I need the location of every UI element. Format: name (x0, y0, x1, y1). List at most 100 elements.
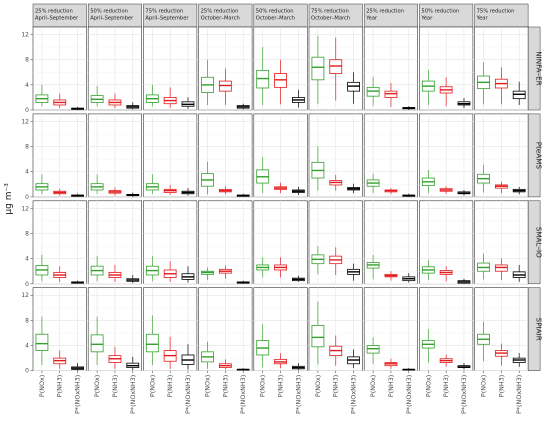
x-tick-label: P*(NOxNH3) (294, 375, 302, 414)
box (163, 336, 177, 369)
panel (308, 113, 363, 198)
x-tick-label: P(NH3) (497, 375, 505, 398)
box (291, 186, 305, 196)
y-tick-label: 4 (25, 256, 29, 263)
box (35, 316, 49, 366)
box (329, 37, 343, 101)
box (311, 35, 325, 104)
box (439, 354, 453, 367)
x-tick-label: P(NOx) (204, 375, 212, 397)
panel (32, 113, 87, 198)
x-tick-label: P(NH3) (442, 375, 450, 398)
box-body (311, 325, 325, 348)
box (457, 189, 471, 196)
box (53, 188, 67, 196)
x-tick-label: P(NH3) (277, 375, 285, 398)
panel (143, 113, 198, 198)
box (402, 368, 416, 371)
x-tick-label: P(NOx) (480, 375, 488, 397)
box (439, 266, 453, 282)
box (274, 257, 287, 278)
box (421, 259, 435, 281)
box (347, 183, 360, 194)
panel (253, 287, 308, 372)
box (218, 359, 232, 370)
box (53, 93, 67, 109)
box (311, 301, 325, 365)
x-tick-label: P*(NOxNH3) (239, 375, 247, 414)
x-tick-label: P(NOx) (38, 375, 46, 397)
panel (308, 287, 363, 372)
box (145, 256, 159, 282)
y-tick-label: 8 (25, 317, 29, 324)
box (311, 246, 325, 275)
row-strip-label: SPIAIR (535, 318, 544, 341)
panel (363, 200, 419, 285)
box (421, 69, 435, 105)
box (457, 278, 471, 284)
x-tick-label: P(NOx) (369, 375, 377, 397)
box (477, 164, 490, 193)
box (71, 363, 84, 371)
box (90, 316, 104, 366)
box (274, 353, 287, 369)
box (402, 273, 416, 283)
column-strip-label: 50% reduction (421, 9, 459, 15)
x-tick-label: P(NH3) (111, 375, 119, 398)
column-strip-label: 75% reduction (311, 9, 349, 15)
column-strip-label: 50% reduction (90, 9, 128, 15)
box (384, 358, 398, 369)
box (201, 341, 214, 369)
box (145, 174, 159, 194)
box (218, 68, 232, 105)
column-strip-label: April–September (35, 16, 79, 22)
y-tick-label: 4 (25, 343, 29, 350)
x-tick-label: P(NH3) (56, 375, 64, 398)
panel (419, 113, 474, 198)
y-tick-label: 4 (25, 82, 29, 89)
y-tick-label: 8 (25, 230, 29, 237)
x-tick-label: P(NH3) (221, 375, 229, 398)
x-tick-label: P*(NOxNH3) (515, 375, 523, 414)
column-strip-label: Year (476, 16, 489, 22)
box (126, 274, 140, 284)
box (71, 193, 84, 197)
box (236, 103, 250, 110)
panel (474, 287, 529, 372)
panel (198, 26, 253, 111)
box (201, 267, 214, 281)
panel (87, 200, 142, 285)
column-strip-label: April–September (90, 16, 134, 22)
panel (143, 200, 198, 285)
box (347, 349, 360, 369)
box (71, 280, 84, 284)
panel (32, 200, 87, 285)
box (163, 261, 177, 282)
panel (198, 200, 253, 285)
box (329, 174, 343, 191)
box (457, 98, 471, 109)
x-tick-label: P*(NOxNH3) (129, 375, 137, 414)
y-tick-label: 4 (25, 169, 29, 176)
box (71, 106, 84, 110)
box (366, 173, 380, 194)
box (384, 271, 398, 281)
panel (143, 287, 198, 372)
y-tick-label: 0 (25, 107, 29, 114)
box (218, 265, 232, 279)
panel (32, 287, 87, 372)
panel (419, 200, 474, 285)
box (274, 182, 287, 194)
y-tick-label: 12 (21, 118, 29, 125)
box-body (35, 333, 49, 351)
box (256, 324, 270, 368)
box (108, 187, 122, 196)
box (477, 62, 490, 105)
box (126, 192, 140, 197)
box (512, 81, 526, 105)
row-strip: SPIAIR (527, 287, 544, 371)
